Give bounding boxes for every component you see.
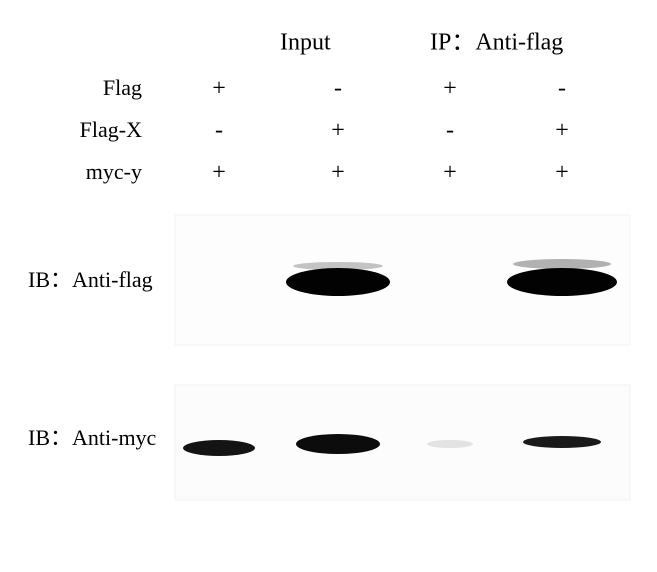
cond-0-0: + [212, 76, 226, 102]
cond-2-3: + [555, 160, 569, 186]
cond-0-2: + [443, 76, 457, 102]
cond-0-3: - [558, 76, 566, 102]
band-1-1 [296, 434, 380, 454]
band-1-0 [183, 440, 255, 456]
col-header-0: Input [280, 30, 331, 56]
band-0-1 [286, 268, 390, 296]
row-label-0: Flag [103, 75, 142, 100]
band-0-3 [507, 268, 617, 296]
row-label-1: Flag-X [80, 117, 142, 142]
cond-0-1: - [334, 76, 342, 102]
cond-1-2: - [446, 118, 454, 144]
col-header-1: IP：Anti-flag [430, 30, 563, 56]
cond-2-1: + [331, 160, 345, 186]
cond-1-3: + [555, 118, 569, 144]
band-1-2 [427, 440, 473, 448]
band-1-3 [523, 436, 601, 448]
cond-2-2: + [443, 160, 457, 186]
cond-2-0: + [212, 160, 226, 186]
cond-1-0: - [215, 118, 223, 144]
cond-1-1: + [331, 118, 345, 144]
blot-label-0: IB：Anti-flag [28, 267, 153, 292]
row-label-2: myc-y [86, 159, 142, 184]
band-smear-0-3 [513, 259, 611, 269]
blot-label-1: IB：Anti-myc [28, 425, 157, 450]
